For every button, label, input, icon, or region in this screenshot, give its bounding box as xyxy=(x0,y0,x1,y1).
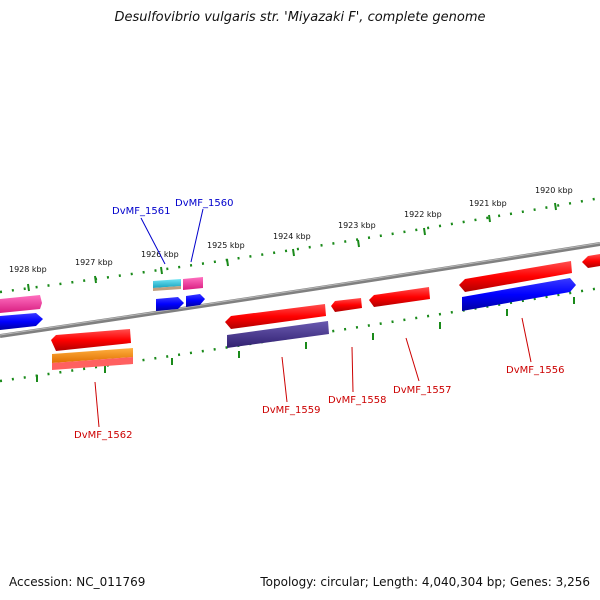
gene-feature-shadow xyxy=(153,286,181,291)
gene-feature[interactable] xyxy=(225,304,326,329)
leader-line xyxy=(351,346,354,393)
gene-feature[interactable] xyxy=(0,313,43,330)
leader-line xyxy=(190,208,204,263)
gene-label[interactable]: DvMF_1556 xyxy=(506,365,564,376)
major-ticks xyxy=(27,202,557,292)
gene-feature[interactable] xyxy=(227,321,329,348)
gene-feature[interactable] xyxy=(153,279,181,288)
leader-line xyxy=(521,317,532,363)
gene-label[interactable]: DvMF_1558 xyxy=(328,395,386,406)
tick-label: 1921 kbp xyxy=(469,199,507,208)
inner-major-ticks xyxy=(36,297,575,382)
gene-feature[interactable] xyxy=(156,297,184,311)
tick-label: 1924 kbp xyxy=(273,232,311,241)
leader-line xyxy=(405,337,420,382)
tick-label: 1923 kbp xyxy=(338,221,376,230)
gene-feature[interactable] xyxy=(186,294,205,307)
leader-line xyxy=(94,381,100,428)
gene-label[interactable]: DvMF_1562 xyxy=(74,430,132,441)
gene-feature[interactable] xyxy=(462,278,576,311)
genome-backbone xyxy=(0,242,600,338)
leader-line xyxy=(140,217,166,265)
gene-feature[interactable] xyxy=(52,348,133,363)
gene-feature[interactable] xyxy=(582,254,600,268)
tick-label: 1922 kbp xyxy=(404,210,442,219)
tick-label: 1925 kbp xyxy=(207,241,245,250)
gene-feature[interactable] xyxy=(183,277,203,290)
gene-label[interactable]: DvMF_1561 xyxy=(112,206,170,217)
gene-feature-shadow xyxy=(52,357,133,370)
accession-text: Accession: NC_011769 xyxy=(9,575,146,589)
genome-stats-text: Topology: circular; Length: 4,040,304 bp… xyxy=(260,575,590,589)
map-title: Desulfovibrio vulgaris str. 'Miyazaki F'… xyxy=(114,10,486,25)
gene-feature[interactable] xyxy=(331,298,362,312)
tick-label: 1920 kbp xyxy=(535,186,573,195)
tick-label: 1927 kbp xyxy=(75,258,113,267)
gene-feature[interactable] xyxy=(0,295,42,313)
gene-feature[interactable] xyxy=(459,261,572,292)
gene-label[interactable]: DvMF_1557 xyxy=(393,385,451,396)
tick-label: 1928 kbp xyxy=(9,265,47,274)
gene-feature[interactable] xyxy=(369,287,430,307)
gene-label[interactable]: DvMF_1559 xyxy=(262,405,320,416)
inner-tick-ring xyxy=(0,286,600,383)
gene-feature[interactable] xyxy=(51,329,131,351)
gene-label[interactable]: DvMF_1560 xyxy=(175,198,233,209)
leader-line xyxy=(281,356,288,403)
